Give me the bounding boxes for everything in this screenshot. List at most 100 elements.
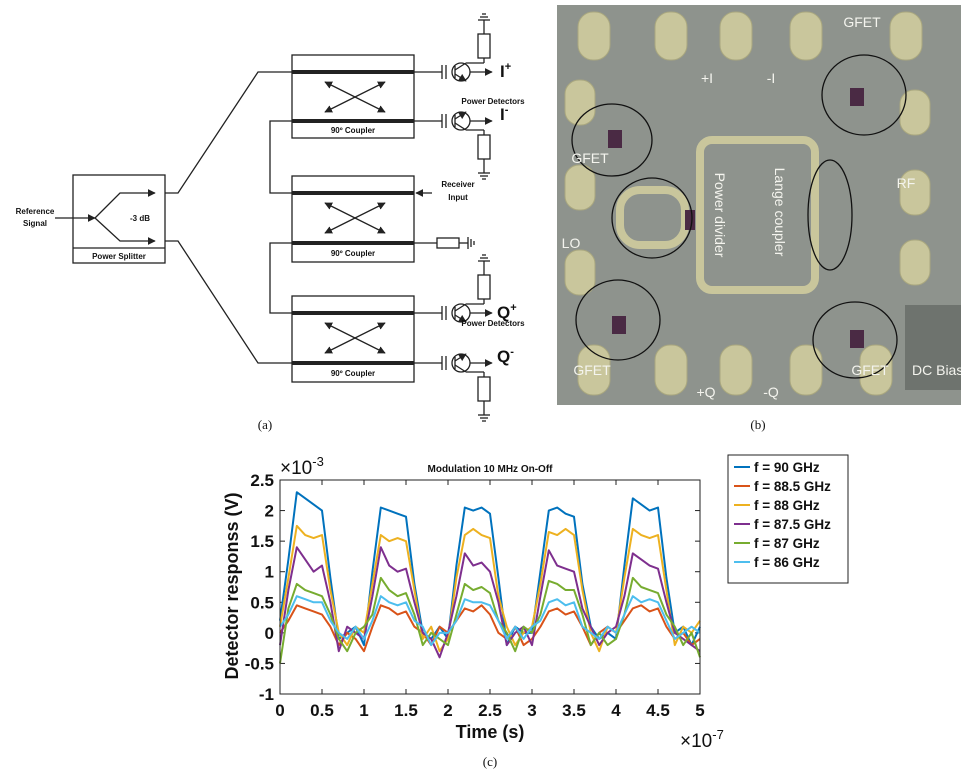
photo-label: +Q (696, 384, 715, 400)
output-sup: + (505, 61, 511, 73)
ref-label: Reference (16, 207, 55, 216)
legend-label: f = 88.5 GHz (754, 479, 831, 494)
coupler-box (291, 295, 415, 383)
legend-label: f = 87 GHz (754, 536, 820, 551)
x-tick-label: 2.5 (478, 701, 502, 720)
cross (324, 81, 386, 113)
y-tick-label: 2.5 (250, 471, 274, 490)
x-tick-label: 1.5 (394, 701, 418, 720)
multiplier-exp: -3 (312, 454, 324, 469)
photo-label: RF (897, 175, 916, 191)
wire (269, 242, 292, 314)
x-tick-label: 1 (359, 701, 368, 720)
photo-label: GFET (573, 362, 611, 378)
x-tick-label: 4 (611, 701, 621, 720)
series-line (279, 524, 701, 653)
x-tick-label: 5 (695, 701, 704, 720)
y-tick-label: 1.5 (250, 532, 274, 551)
detector (414, 353, 493, 422)
output-label: I- (500, 104, 509, 124)
caption: (b) (750, 417, 765, 432)
caption: (a) (258, 417, 272, 432)
series-line (279, 491, 701, 647)
detector-label: Power Detectors (461, 319, 525, 328)
caption: (c) (483, 754, 497, 769)
x-tick-label: 3.5 (562, 701, 586, 720)
chip-photo: GFET +I -I GFET RF LO Power divider Lang… (557, 5, 961, 405)
photo-label: -Q (763, 384, 779, 400)
cross (324, 202, 386, 234)
photo-label: LO (562, 235, 581, 251)
y-tick-label: -1 (259, 685, 274, 704)
output-label: I+ (500, 61, 511, 81)
plot-area (280, 480, 700, 694)
y-axis-label: Detector responss (V) (222, 492, 242, 679)
series-line (279, 576, 701, 664)
photo-label: GFET (571, 150, 609, 166)
wire (165, 71, 292, 194)
x-tick-label: 0 (275, 701, 284, 720)
dc-pad (905, 305, 961, 390)
output-base: Q (497, 303, 510, 322)
output-sup: + (510, 302, 516, 314)
photo-label: -I (767, 70, 776, 86)
block-diagram: Reference Signal -3 dB Power Splitter 90… (16, 13, 525, 422)
y-tick-label: 1 (265, 563, 274, 582)
coupler-label: 90º Coupler (331, 249, 375, 258)
highlight-ellipses (571, 54, 907, 379)
gain-label: -3 dB (130, 214, 150, 223)
x-tick-label: 4.5 (646, 701, 670, 720)
coupler-box (291, 54, 415, 139)
legend-label: f = 88 GHz (754, 498, 820, 513)
output-sup: - (510, 346, 514, 358)
receiver-label: Input (448, 193, 468, 202)
plot-frame (279, 479, 701, 695)
output-label: Q+ (497, 302, 517, 322)
wire (269, 120, 292, 194)
multiplier-base: ×10 (280, 458, 312, 479)
ref-label: Signal (23, 219, 47, 228)
legend-label: f = 90 GHz (754, 460, 820, 475)
x-axis-label: Time (s) (456, 722, 525, 742)
series-line (279, 546, 701, 659)
y-tick-label: 2 (265, 502, 274, 521)
x-tick-label: 2 (443, 701, 452, 720)
chart: Modulation 10 MHz On-Off Time (s) Detect… (222, 454, 849, 752)
coupler-label: 90º Coupler (331, 369, 375, 378)
y-tick-label: -0.5 (245, 654, 274, 673)
gfet-devices (608, 88, 864, 348)
coupler-label: 90º Coupler (331, 126, 375, 135)
legend-label: f = 86 GHz (754, 555, 820, 570)
photo-label: GFET (843, 14, 881, 30)
splitter-label: Power Splitter (92, 252, 146, 261)
x-multiplier: ×10-7 (680, 727, 724, 752)
y-tick-label: 0 (265, 624, 274, 643)
wire (94, 189, 156, 219)
y-tick-label: 0.5 (250, 593, 274, 612)
legend-label: f = 87.5 GHz (754, 517, 831, 532)
coupler-box (291, 175, 415, 263)
resistor (436, 237, 460, 249)
photo-label: GFET (851, 362, 889, 378)
x-tick-label: 0.5 (310, 701, 334, 720)
photo-label: Power divider (712, 173, 728, 258)
detector (414, 13, 493, 82)
chart-title: Modulation 10 MHz On-Off (428, 464, 554, 475)
multiplier-base: ×10 (680, 731, 712, 752)
detector (414, 111, 493, 180)
multiplier-exp: -7 (712, 727, 724, 742)
output-sup: - (505, 104, 509, 116)
splitter-box (72, 174, 166, 264)
series-line (279, 595, 701, 647)
output-label: Q- (497, 346, 514, 366)
cross (324, 322, 386, 354)
y-multiplier: ×10-3 (280, 454, 324, 479)
photo-label: DC Bias (912, 362, 961, 378)
x-tick-label: 3 (527, 701, 536, 720)
photo-label: +I (701, 70, 713, 86)
photo-label: Lange coupler (772, 168, 788, 257)
detector (414, 254, 493, 323)
output-base: Q (497, 347, 510, 366)
detector-label: Power Detectors (461, 97, 525, 106)
